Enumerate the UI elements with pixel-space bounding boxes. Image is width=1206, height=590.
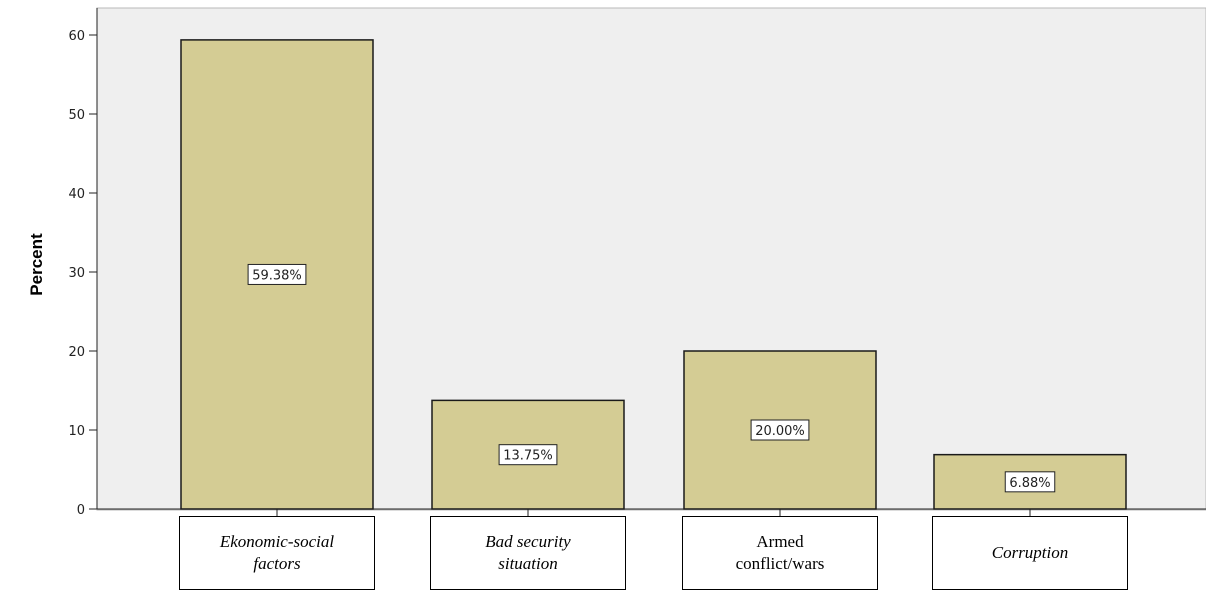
y-tick-label: 10 [68, 424, 85, 439]
data-label-box [247, 263, 307, 285]
y-tick-label: 60 [68, 29, 85, 44]
x-tick-label: Armed conflict/wars [682, 516, 878, 590]
data-label: 20.00% [755, 424, 805, 439]
y-axis-label: Percent [27, 233, 46, 296]
data-label: 6.88% [1009, 476, 1050, 491]
x-tick-label: Bad security situation [430, 516, 626, 590]
y-tick-label: 30 [68, 266, 85, 281]
data-label: 13.75% [503, 449, 553, 464]
data-label-box [1004, 471, 1056, 493]
data-label: 59.38% [252, 268, 302, 283]
data-label-box [498, 444, 558, 466]
data-labels: 59.38% 13.75% 20.00% 6.88% [247, 263, 1056, 493]
y-tick-label: 0 [77, 503, 85, 518]
x-tick-label: Corruption [932, 516, 1128, 590]
y-tick-label: 50 [68, 108, 85, 123]
y-tick-label: 20 [68, 345, 85, 360]
x-tick-label: Ekonomic-social factors [179, 516, 375, 590]
data-label-box [750, 419, 810, 441]
y-tick-label: 40 [68, 187, 85, 202]
